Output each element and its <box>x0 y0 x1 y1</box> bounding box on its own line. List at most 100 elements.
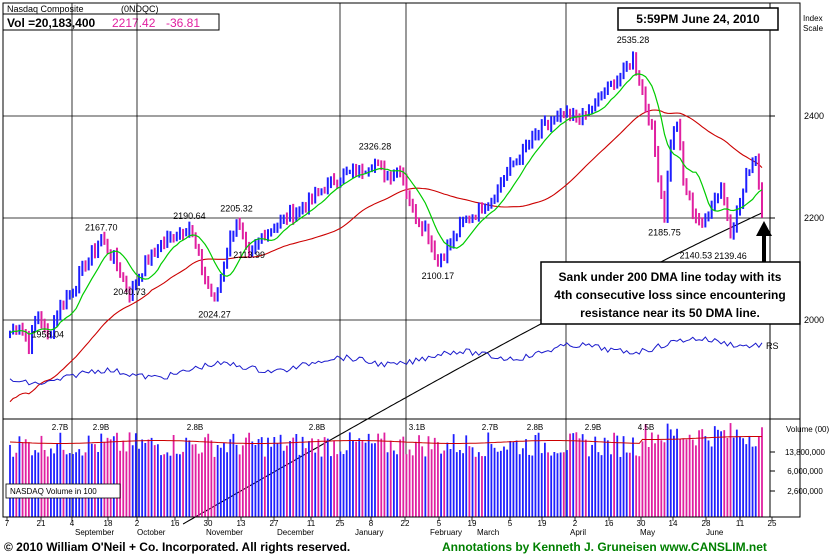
x-month-label: March <box>477 528 499 537</box>
x-day-label: 19 <box>538 519 547 528</box>
annotation-line-2: 4th consecutive loss since encountering <box>554 288 785 302</box>
price-label: 2100.17 <box>422 271 455 281</box>
ma200-red-line <box>9 109 763 403</box>
x-day-label: 5 <box>437 519 442 528</box>
volume-peak-label: 2.8B <box>527 423 543 432</box>
price-label: 2167.70 <box>85 222 118 232</box>
x-day-label: 25 <box>768 519 777 528</box>
volume-ma-series <box>9 436 763 444</box>
x-day-label: 22 <box>401 519 410 528</box>
price-bars <box>9 51 763 355</box>
volume-ma-line <box>9 436 763 444</box>
x-day-label: 13 <box>237 519 246 528</box>
ma200-black-line <box>182 212 763 525</box>
copyright-notice: © 2010 William O'Neil + Co. Incorporated… <box>4 540 351 554</box>
index-name: Nasdaq Composite <box>7 4 84 14</box>
x-day-label: 11 <box>736 519 745 528</box>
volume-peak-labels: 2.7B 2.9B 2.8B 2.8B 3.1B 2.7B 2.8B 2.9B 4.5B <box>52 423 654 432</box>
volume-peak-label: 2.9B <box>585 423 601 432</box>
annotation-line-3: resistance near its 50 DMA line. <box>580 306 760 320</box>
price-label: 2024.27 <box>198 310 231 320</box>
volume-tick-label: 2,600,000 <box>787 487 823 496</box>
x-day-label: 30 <box>637 519 646 528</box>
price-label: 2535.28 <box>617 35 650 45</box>
last-price: 2217.42 <box>112 16 156 30</box>
x-day-label: 7 <box>5 519 10 528</box>
price-label: 1958.04 <box>31 329 64 339</box>
volume-peak-label: 3.1B <box>409 423 425 432</box>
x-month-label: September <box>75 528 114 537</box>
price-label: 2326.28 <box>359 142 392 152</box>
price-change: -36.81 <box>166 16 200 30</box>
volume-peak-label: 2.8B <box>187 423 203 432</box>
grid-lines <box>3 3 770 517</box>
annotation-line-1: Sank under 200 DMA line today with its <box>559 270 782 284</box>
header-box <box>2 13 220 31</box>
price-label: 2205.32 <box>220 203 253 213</box>
x-month-label: May <box>640 528 655 537</box>
price-label: 2040.73 <box>113 287 146 297</box>
volume-axis-label: Volume (00) <box>786 425 829 434</box>
scale-label-index: Index <box>803 14 823 23</box>
volume-peak-label: 2.8B <box>309 423 325 432</box>
x-day-label: 2 <box>135 519 140 528</box>
scale-label-scale: Scale <box>803 24 824 33</box>
x-day-label: 21 <box>37 519 46 528</box>
volume-axis-ticks: 13,800,000 6,000,000 2,600,000 <box>770 448 826 496</box>
x-axis: 7 21 4 18 2 16 30 13 27 11 25 8 22 5 19 5 19 2 16 30 14 28 11 2… <box>3 516 800 537</box>
ma50-line <box>9 73 763 335</box>
x-month-label: June <box>706 528 724 537</box>
rs-line: RS <box>9 336 779 386</box>
x-day-label: 28 <box>702 519 711 528</box>
x-day-label: 27 <box>270 519 279 528</box>
x-day-label: 5 <box>508 519 513 528</box>
volume-panel-label-box <box>5 483 121 499</box>
rs-series <box>9 336 763 386</box>
volume-peak-label: 4.5B <box>638 423 654 432</box>
annotation-credit: Annotations by Kenneth J. Gruneisen www.… <box>442 540 767 554</box>
x-month-label: January <box>355 528 383 537</box>
ma200-red-series <box>9 109 763 403</box>
x-month-label: October <box>137 528 166 537</box>
price-labels: 1958.04 2167.70 2040.73 2190.64 2024.27 2205.… <box>31 35 746 339</box>
price-panel-frame <box>2 2 801 420</box>
volume-tick-label: 6,000,000 <box>787 467 823 476</box>
price-label: 2139.46 <box>714 251 747 261</box>
y-tick-label: 2200 <box>804 213 824 223</box>
x-day-label: 4 <box>70 519 75 528</box>
volume-panel-label: NASDAQ Volume in 100 <box>10 487 97 496</box>
x-month-label: December <box>277 528 314 537</box>
x-day-label: 30 <box>204 519 213 528</box>
annotation-arrow-head <box>756 221 772 236</box>
x-day-label: 2 <box>573 519 578 528</box>
y-tick-label: 2400 <box>804 111 824 121</box>
x-day-label: 18 <box>104 519 113 528</box>
ma50-series <box>9 73 763 335</box>
volume-readout: Vol =20,183,400 <box>7 16 96 30</box>
x-day-label: 8 <box>369 519 374 528</box>
index-symbol: (0NDQC) <box>121 4 159 14</box>
rs-label: RS <box>766 341 779 351</box>
volume-peak-label: 2.9B <box>93 423 109 432</box>
x-day-label: 11 <box>307 519 316 528</box>
price-label: 2140.53 <box>680 250 713 260</box>
volume-peak-label: 2.7B <box>482 423 498 432</box>
volume-peak-label: 2.7B <box>52 423 68 432</box>
annotation-box <box>540 261 801 325</box>
x-month-label: April <box>570 528 586 537</box>
x-day-label: 14 <box>669 519 678 528</box>
price-label: 2185.75 <box>648 227 681 237</box>
x-day-label: 16 <box>605 519 614 528</box>
x-month-label: February <box>430 528 462 537</box>
x-day-label: 19 <box>468 519 477 528</box>
y-tick-label: 2000 <box>804 315 824 325</box>
volume-tick-label: 13,800,000 <box>785 448 826 457</box>
x-day-label: 25 <box>336 519 345 528</box>
ma200-black-series <box>182 212 763 525</box>
x-month-label: November <box>206 528 243 537</box>
price-label: 2113.99 <box>233 250 265 260</box>
x-day-label: 16 <box>171 519 180 528</box>
timestamp-box <box>617 7 779 31</box>
timestamp: 5:59PM June 24, 2010 <box>636 12 760 26</box>
